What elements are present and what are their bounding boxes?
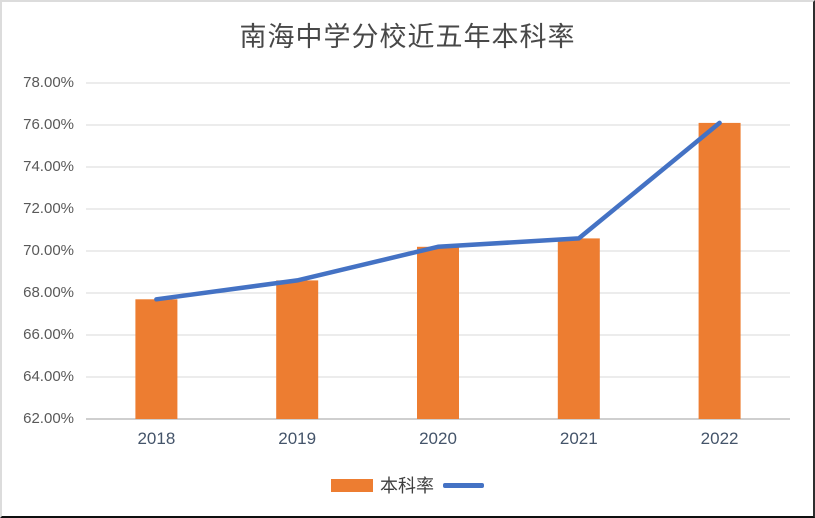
- x-axis-label-2018: 2018: [137, 429, 176, 448]
- y-axis-tick-label: 76.00%: [23, 116, 74, 133]
- bar-2021[interactable]: [557, 238, 600, 419]
- x-axis-label-2020: 2020: [419, 429, 457, 448]
- y-axis-tick-label: 68.00%: [23, 284, 74, 301]
- x-axis-label-2022: 2022: [700, 429, 739, 448]
- y-axis-tick-label: 62.00%: [23, 410, 74, 427]
- bar-2018[interactable]: [135, 299, 178, 419]
- y-axis-tick-label: 70.00%: [23, 242, 74, 259]
- y-axis-tick-label: 78.00%: [23, 74, 74, 91]
- x-axis-label-2019: 2019: [278, 429, 317, 448]
- legend[interactable]: 本科率: [2, 472, 813, 498]
- legend-line-swatch-icon: [443, 482, 484, 488]
- bar-2020[interactable]: [417, 246, 459, 419]
- bar-2022[interactable]: [698, 122, 741, 420]
- legend-bar-swatch-icon: [331, 478, 373, 492]
- legend-label: 本科率: [380, 476, 434, 497]
- chart-title: 南海中学分校近五年本科率: [239, 22, 576, 53]
- y-axis-tick-label: 66.00%: [23, 326, 74, 343]
- y-axis-tick-label: 74.00%: [23, 158, 74, 175]
- bar-2019[interactable]: [276, 280, 319, 419]
- y-axis-tick-label: 72.00%: [23, 200, 74, 217]
- trend-line[interactable]: [154, 120, 722, 302]
- x-axis-label-2021: 2021: [559, 429, 598, 448]
- y-axis-tick-label: 64.00%: [23, 368, 74, 385]
